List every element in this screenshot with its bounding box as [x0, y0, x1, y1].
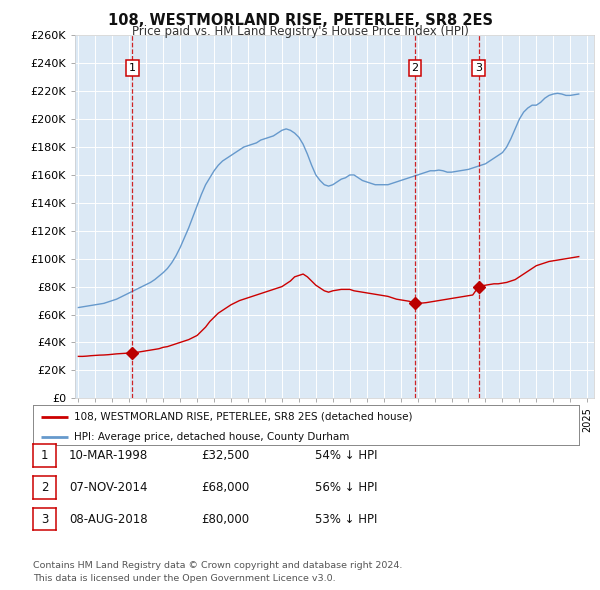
Text: HPI: Average price, detached house, County Durham: HPI: Average price, detached house, Coun…	[74, 432, 349, 442]
Text: 10-MAR-1998: 10-MAR-1998	[69, 449, 148, 462]
Text: 07-NOV-2014: 07-NOV-2014	[69, 481, 148, 494]
Text: 53% ↓ HPI: 53% ↓ HPI	[315, 513, 377, 526]
Text: 108, WESTMORLAND RISE, PETERLEE, SR8 2ES (detached house): 108, WESTMORLAND RISE, PETERLEE, SR8 2ES…	[74, 412, 412, 422]
Text: 1: 1	[41, 449, 48, 462]
Text: £80,000: £80,000	[201, 513, 249, 526]
Text: 3: 3	[475, 63, 482, 73]
Text: 08-AUG-2018: 08-AUG-2018	[69, 513, 148, 526]
Text: 2: 2	[41, 481, 48, 494]
Text: 3: 3	[41, 513, 48, 526]
Text: £32,500: £32,500	[201, 449, 249, 462]
Text: 1: 1	[129, 63, 136, 73]
Text: £68,000: £68,000	[201, 481, 249, 494]
Text: Contains HM Land Registry data © Crown copyright and database right 2024.
This d: Contains HM Land Registry data © Crown c…	[33, 562, 403, 583]
Text: 108, WESTMORLAND RISE, PETERLEE, SR8 2ES: 108, WESTMORLAND RISE, PETERLEE, SR8 2ES	[107, 13, 493, 28]
Text: Price paid vs. HM Land Registry's House Price Index (HPI): Price paid vs. HM Land Registry's House …	[131, 25, 469, 38]
Text: 54% ↓ HPI: 54% ↓ HPI	[315, 449, 377, 462]
Text: 56% ↓ HPI: 56% ↓ HPI	[315, 481, 377, 494]
Text: 2: 2	[412, 63, 419, 73]
